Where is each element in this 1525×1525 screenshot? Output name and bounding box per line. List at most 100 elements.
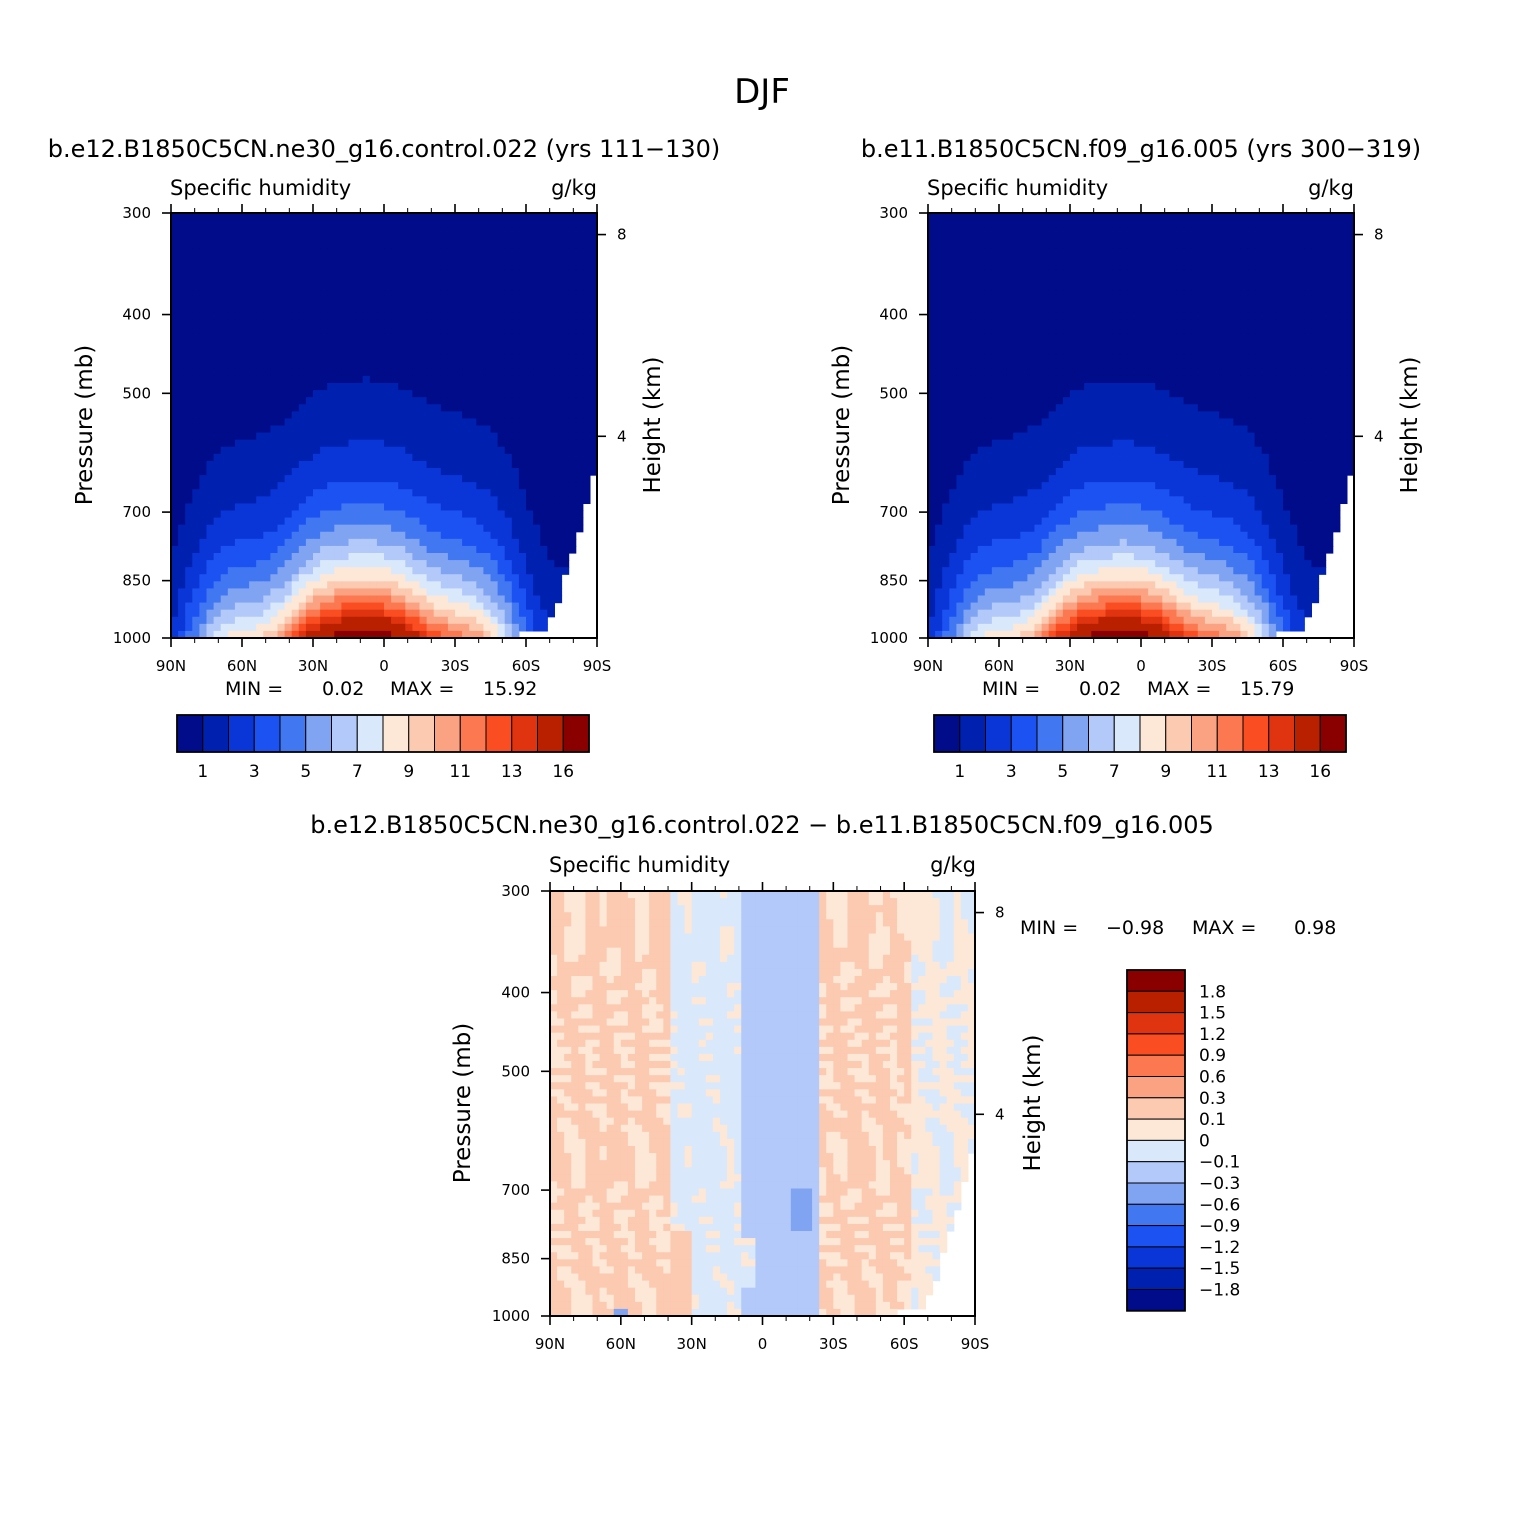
contour-cell	[171, 517, 179, 526]
contour-cell	[977, 340, 986, 349]
contour-cell	[192, 326, 200, 335]
contour-cell	[1197, 312, 1206, 320]
contour-cell	[355, 616, 364, 625]
contour-cell	[568, 375, 577, 384]
contour-cell	[412, 397, 421, 405]
contour-cell	[305, 616, 314, 625]
contour-cell	[355, 453, 364, 462]
contour-cell	[334, 510, 342, 519]
contour-cell	[192, 241, 200, 250]
contour-cell	[511, 432, 520, 441]
contour-cell	[1077, 241, 1085, 250]
contour-cell	[440, 411, 449, 420]
contour-cell	[1084, 298, 1092, 306]
contour-cell	[192, 227, 200, 235]
contour-cell	[320, 213, 328, 221]
contour-cell	[1318, 305, 1327, 313]
contour-cell	[1105, 368, 1114, 377]
contour-cell	[1055, 305, 1064, 313]
contour-cell	[582, 283, 591, 292]
contour-cell	[504, 574, 513, 582]
contour-cell	[1105, 276, 1114, 285]
contour-cell	[234, 347, 243, 356]
contour-cell	[1183, 241, 1192, 250]
contour-cell	[199, 439, 208, 448]
contour-cell	[249, 524, 257, 533]
contour-cell	[1162, 269, 1170, 278]
contour-cell	[1346, 290, 1355, 299]
contour-cell	[533, 354, 541, 363]
contour-cell	[1020, 234, 1028, 242]
contour-cell	[305, 326, 314, 335]
contour-cell	[533, 227, 541, 235]
contour-cell	[313, 312, 321, 320]
contour-cell	[1346, 347, 1355, 356]
contour-cell	[462, 375, 470, 384]
contour-cell	[554, 510, 563, 519]
contour-cell	[206, 283, 215, 292]
contour-cell	[1346, 227, 1355, 235]
contour-cell	[518, 390, 527, 398]
contour-cell	[412, 305, 421, 313]
contour-cell	[455, 411, 463, 420]
contour-cell	[462, 595, 470, 604]
contour-cell	[284, 453, 293, 462]
contour-cell	[227, 489, 236, 497]
contour-cell	[277, 567, 286, 575]
contour-cell	[1133, 255, 1142, 264]
contour-cell	[185, 602, 193, 611]
contour-cell	[263, 298, 271, 306]
contour-cell	[511, 333, 520, 342]
contour-cell	[942, 333, 950, 342]
contour-cell	[991, 305, 1000, 313]
contour-cell	[942, 354, 950, 363]
contour-cell	[270, 453, 279, 462]
contour-cell	[1261, 333, 1270, 342]
contour-cell	[277, 347, 286, 356]
contour-cell	[1169, 319, 1178, 327]
contour-cell	[1283, 312, 1291, 320]
contour-cell	[1013, 227, 1021, 235]
contour-cell	[568, 248, 577, 257]
contour-cell	[1062, 368, 1071, 377]
contour-cell	[1297, 227, 1305, 235]
contour-cell	[526, 290, 534, 299]
contour-cell	[447, 460, 456, 469]
contour-cell	[341, 567, 350, 575]
contour-cell	[242, 241, 250, 250]
contour-cell	[234, 616, 243, 625]
contour-cell	[526, 595, 534, 604]
contour-cell	[362, 347, 371, 356]
contour-cell	[1098, 312, 1107, 320]
contour-cell	[263, 333, 271, 342]
contour-cell	[582, 326, 591, 335]
contour-cell	[327, 510, 335, 519]
contour-cell	[1346, 354, 1355, 363]
contour-cell	[213, 248, 222, 257]
contour-cell	[949, 361, 957, 370]
contour-cell	[469, 545, 477, 554]
contour-cell	[462, 276, 470, 285]
contour-cell	[291, 390, 300, 398]
contour-cell	[504, 475, 513, 483]
contour-cell	[991, 333, 1000, 342]
contour-cell	[469, 588, 477, 597]
contour-cell	[1240, 305, 1249, 313]
contour-cell	[1297, 319, 1305, 327]
contour-cell	[497, 425, 506, 434]
contour-cell	[1169, 312, 1178, 320]
contour-cell	[327, 439, 335, 448]
contour-cell	[476, 553, 484, 561]
contour-cell	[320, 248, 328, 257]
contour-cell	[284, 390, 293, 398]
contour-cell	[199, 425, 208, 434]
contour-cell	[977, 248, 986, 257]
contour-cell	[440, 248, 449, 257]
contour-cell	[206, 220, 215, 228]
contour-cell	[298, 446, 307, 455]
contour-cell	[440, 446, 449, 455]
contour-cell	[185, 262, 193, 271]
contour-cell	[220, 241, 229, 250]
contour-cell	[483, 361, 492, 370]
contour-cell	[391, 482, 399, 490]
